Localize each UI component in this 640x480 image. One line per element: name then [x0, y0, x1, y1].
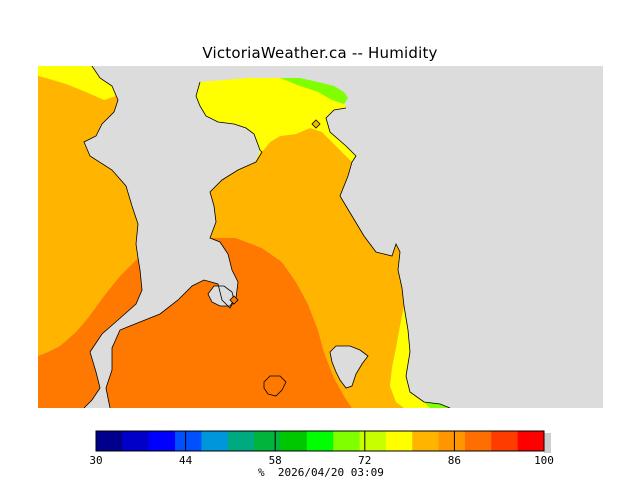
humidity-zone-90-southwest	[38, 258, 142, 408]
humidity-zone-90-south	[106, 238, 352, 408]
humidity-zone-75-north	[280, 78, 348, 104]
legend-swatch	[438, 431, 466, 451]
coastline-south-peninsula	[105, 81, 263, 408]
island-james	[329, 345, 369, 389]
legend-caption: % 2026/04/20 03:09	[258, 466, 384, 479]
legend-shadow	[544, 433, 551, 453]
humidity-zone-75-southeast	[424, 402, 450, 408]
legend-swatch	[412, 431, 440, 451]
legend-swatch	[227, 431, 255, 451]
legend-swatch	[175, 431, 202, 451]
legend-swatch	[464, 431, 492, 451]
legend-tick-label: 44	[178, 454, 193, 467]
humidity-zone-85-west	[38, 66, 138, 356]
legend-swatch	[148, 431, 176, 451]
legend-swatch	[96, 431, 123, 451]
island-south	[263, 375, 287, 397]
legend-swatch	[491, 431, 519, 451]
legend-tick-label: 58	[268, 454, 282, 467]
humidity-zone-80-north	[196, 78, 356, 162]
legend-timestamp: 2026/04/20 03:09	[277, 466, 384, 479]
legend-tick-label: 30	[89, 454, 103, 467]
legend-tick-label: 72	[358, 454, 372, 467]
map-title: VictoriaWeather.ca -- Humidity	[202, 44, 438, 62]
legend-swatch	[385, 431, 413, 451]
coastline-west	[83, 66, 143, 408]
legend-tick-marks	[95, 431, 545, 451]
legend-tick-label: 86	[447, 454, 462, 467]
humidity-zone-80-east	[390, 306, 430, 408]
legend-swatch	[359, 431, 387, 451]
legend-swatch	[333, 431, 361, 451]
legend-swatch	[280, 431, 308, 451]
legend-tick-label: 100	[534, 454, 554, 467]
station-marker-north[interactable]	[311, 119, 321, 129]
legend-swatch	[122, 431, 150, 451]
coastline-east	[325, 107, 451, 408]
legend-swatch	[254, 431, 281, 451]
legend-unit: %	[258, 466, 265, 479]
legend-swatch	[201, 431, 229, 451]
legend-swatch	[306, 431, 334, 451]
legend-swatch	[517, 431, 545, 451]
humidity-zone-80-northwest	[38, 66, 116, 100]
legend-color-bar	[95, 430, 551, 453]
humidity-zone-85-central	[210, 128, 404, 408]
station-marker-victoria[interactable]	[229, 295, 239, 305]
